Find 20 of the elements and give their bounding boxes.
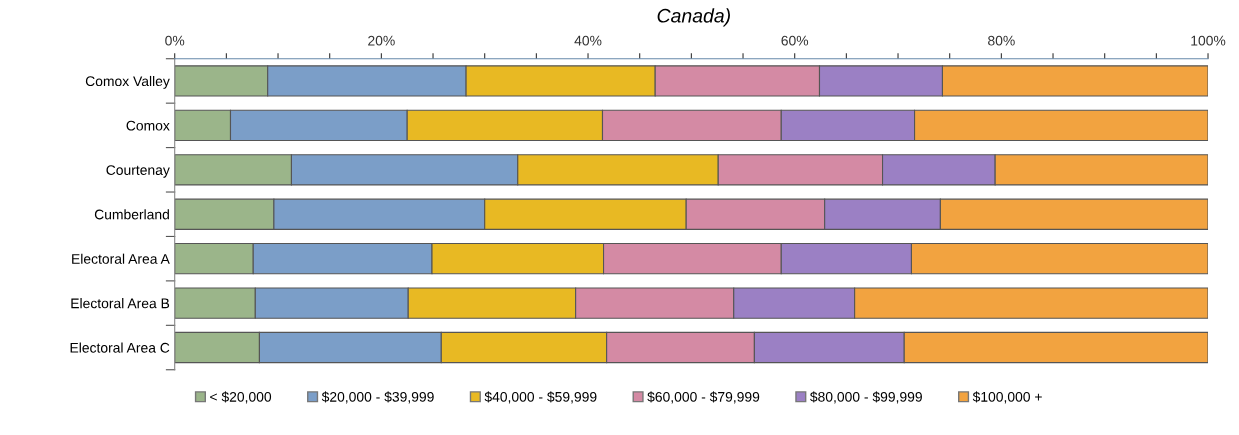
x-tick-label: 80%: [988, 35, 1015, 46]
x-tick-label: 0%: [165, 35, 185, 46]
legend-label: $20,000 - $39,999: [321, 391, 434, 404]
y-tick-label: Comox: [126, 120, 170, 131]
legend-label: < $20,000: [210, 391, 272, 404]
legend-label: $60,000 - $79,999: [647, 391, 760, 404]
x-tick-label: 20%: [368, 35, 395, 46]
y-tick-label: Electoral Area A: [72, 253, 170, 264]
chart-title: Canada): [657, 8, 730, 27]
y-tick-label: Cumberland: [94, 209, 169, 220]
x-tick-label: 40%: [574, 35, 602, 46]
legend-label: $80,000 - $99,999: [810, 391, 922, 404]
y-tick-label: Electoral Area C: [70, 342, 170, 353]
legend-label: $40,000 - $59,999: [484, 391, 597, 404]
y-tick-label: Comox Valley: [85, 75, 170, 89]
x-tick-label: 100%: [1191, 35, 1226, 46]
legend-label: $100,000 +: [972, 391, 1042, 404]
y-tick-label: Electoral Area B: [71, 298, 170, 309]
x-tick-label: 60%: [781, 35, 809, 46]
y-tick-label: Courtenay: [106, 165, 170, 178]
